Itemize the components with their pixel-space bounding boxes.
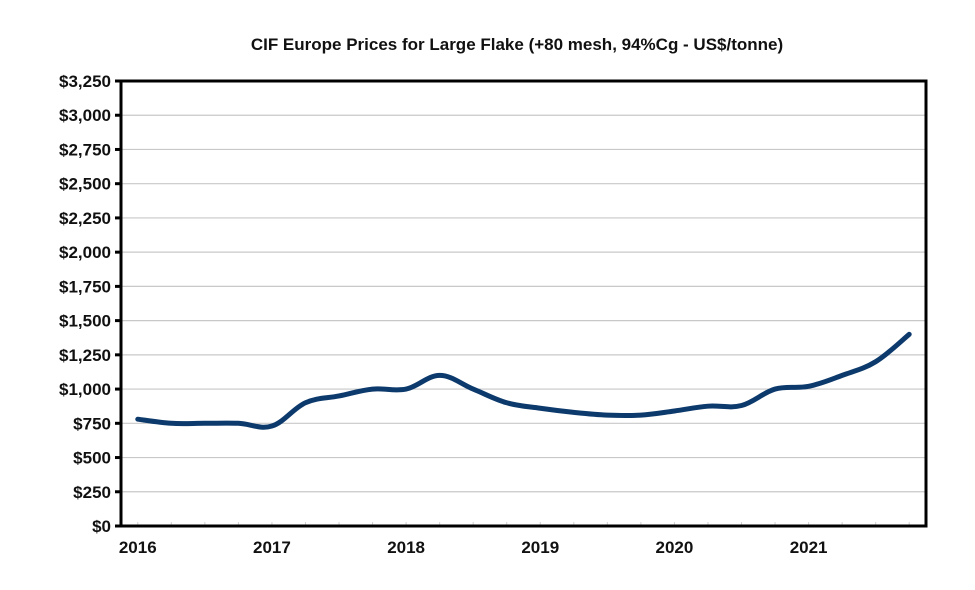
chart-title: CIF Europe Prices for Large Flake (+80 m… [251, 35, 783, 54]
gridlines [121, 114, 926, 493]
x-axis: 2016 2017 2018 2019 2020 2021 [119, 522, 910, 557]
y-tick-label: $1,000 [59, 380, 111, 399]
y-tick-label: $1,750 [59, 277, 111, 296]
x-tick-label: 2020 [656, 538, 694, 557]
series-line [135, 331, 912, 430]
y-tick-label: $250 [73, 483, 111, 502]
x-tick-label: 2019 [521, 538, 559, 557]
x-tick-label: 2021 [790, 538, 828, 557]
series-layer [135, 331, 912, 430]
y-tick-label: $1,250 [59, 346, 111, 365]
y-tick-label: $1,500 [59, 312, 111, 331]
y-tick-label: $2,250 [59, 209, 111, 228]
x-tick-label: 2016 [119, 538, 157, 557]
x-tick-label: 2017 [253, 538, 291, 557]
y-tick-label: $3,250 [59, 72, 111, 91]
y-tick-label: $2,000 [59, 243, 111, 262]
y-tick-label: $500 [73, 449, 111, 468]
y-tick-label: $2,750 [59, 140, 111, 159]
y-tick-label: $3,000 [59, 106, 111, 125]
x-tick-label: 2018 [387, 538, 425, 557]
y-tick-label: $0 [92, 517, 111, 536]
y-tick-label: $2,500 [59, 175, 111, 194]
y-tick-label: $750 [73, 414, 111, 433]
plot-frame [119, 79, 928, 528]
y-axis: $0 $250 $500 $750 $1,000 $1,250 $1,500 $1,750 $2… [59, 72, 121, 536]
